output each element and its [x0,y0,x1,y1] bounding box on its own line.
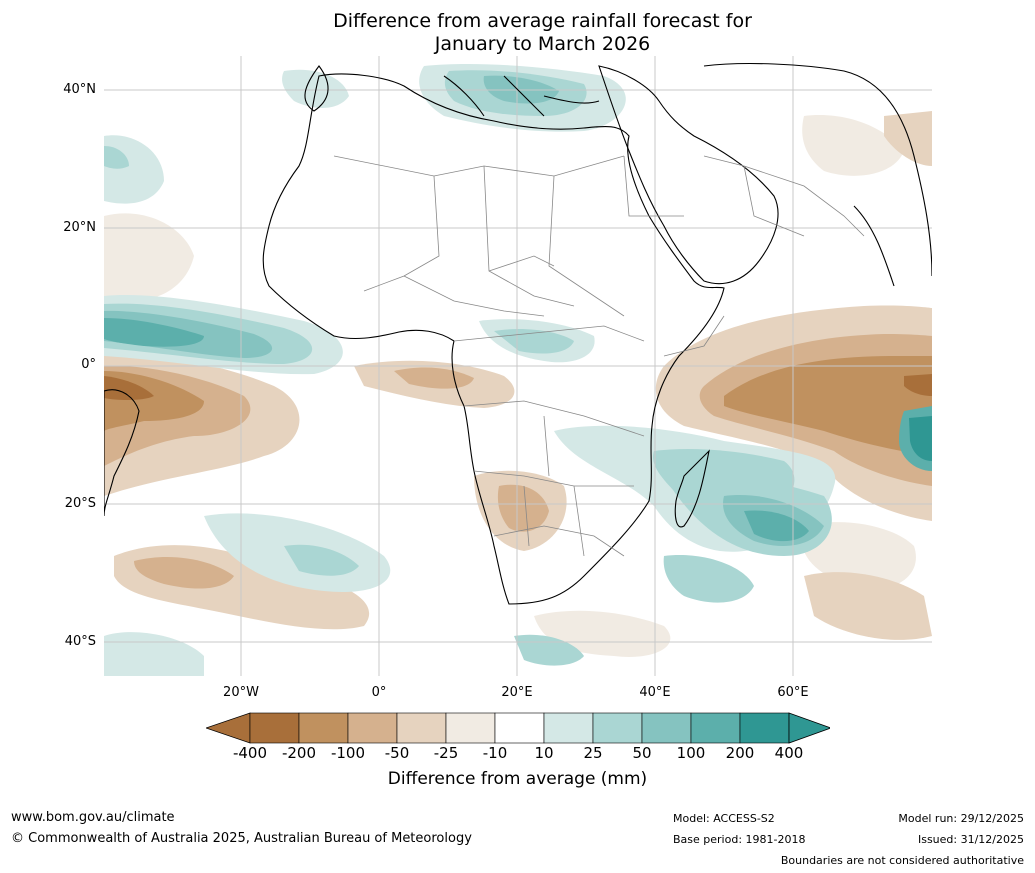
colorbar-tick-label: -200 [281,744,317,762]
lon-label-40e: 40°E [639,685,671,700]
colorbar-swatch [396,712,447,744]
rainfall-map [104,56,932,676]
colorbar-swatch [249,712,300,744]
colorbar-extend-low [204,712,251,744]
colorbar-title: Difference from average (mm) [387,769,648,789]
colorbar-swatch [445,712,496,744]
colorbar-tick-label: -100 [330,744,366,762]
lat-label-40s: 40°S [64,634,96,649]
footer-issued: Issued: 31/12/2025 [917,833,1024,846]
graticule [104,56,932,676]
country-boundaries [333,155,865,557]
colorbar-tick-label: -50 [384,744,410,762]
colorbar-swatch [298,712,349,744]
colorbar-tick-label: -400 [232,744,268,762]
colorbar-tick-label: 200 [725,744,755,762]
colorbar-tick-label: -10 [482,744,508,762]
colorbar [204,712,833,748]
colorbar-tick-label: 25 [583,744,603,762]
chart-title: Difference from average rainfall forecas… [0,10,1035,56]
footer-model: Model: ACCESS-S2 [673,812,775,825]
lat-label-40n: 40°N [63,82,96,97]
lat-label-20s: 20°S [64,496,96,511]
title-line-2: January to March 2026 [434,33,651,55]
footer-copyright: © Commonwealth of Australia 2025, Austra… [11,831,472,846]
dry-anomaly-areas [104,111,932,657]
colorbar-extend-high [788,712,833,744]
colorbar-swatch [347,712,398,744]
colorbar-swatch [592,712,643,744]
lon-label-0: 0° [371,685,387,700]
lat-label-0: 0° [81,357,96,372]
wet-anomaly-areas [104,64,932,676]
colorbar-swatch [641,712,692,744]
footer-disclaimer: Boundaries are not considered authoritat… [780,854,1024,867]
colorbar-swatch [690,712,741,744]
lat-label-20n: 20°N [63,220,96,235]
colorbar-tick-label: 50 [632,744,652,762]
lon-label-60e: 60°E [777,685,809,700]
colorbar-tick-label: -25 [433,744,459,762]
colorbar-swatches [204,712,833,744]
colorbar-tick-label: 100 [676,744,706,762]
colorbar-tick-label: 10 [534,744,554,762]
footer-model-run: Model run: 29/12/2025 [898,812,1024,825]
coastlines [104,62,932,605]
colorbar-swatch [543,712,594,744]
lon-label-20w: 20°W [223,685,259,700]
lon-label-20e: 20°E [501,685,533,700]
title-line-1: Difference from average rainfall forecas… [333,10,752,32]
colorbar-tick-label: 400 [774,744,804,762]
colorbar-swatch [739,712,790,744]
footer-website: www.bom.gov.au/climate [11,810,175,825]
colorbar-swatch [494,712,545,744]
footer-base-period: Base period: 1981-2018 [673,833,806,846]
